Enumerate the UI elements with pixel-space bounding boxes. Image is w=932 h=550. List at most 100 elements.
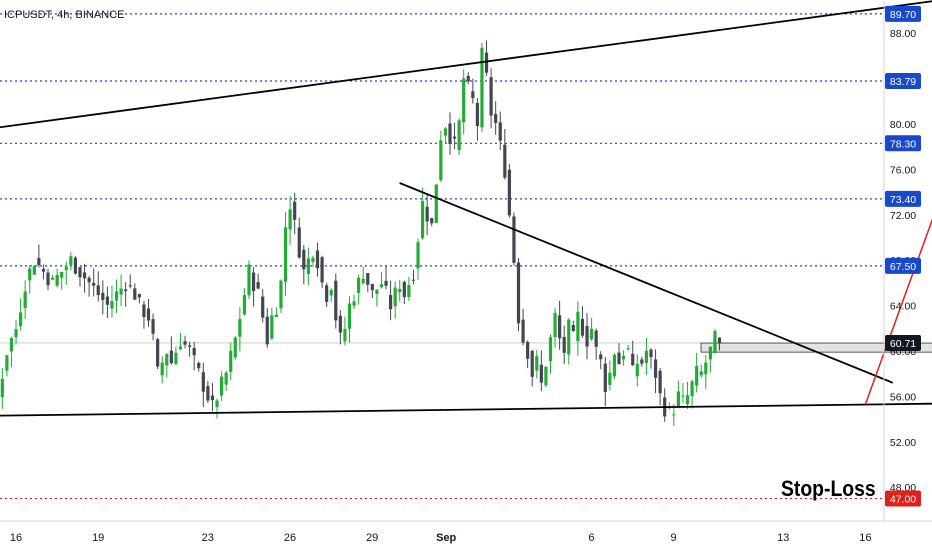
candle-body-165: [658, 370, 662, 394]
candle-body-45: [110, 301, 114, 309]
candle-body-106: [389, 295, 393, 310]
candle-body-111: [411, 279, 416, 281]
candlesticks: [0, 40, 722, 427]
candle-body-95: [338, 315, 342, 333]
candle-body-24: [14, 329, 18, 338]
price-levels: [0, 13, 884, 500]
candle-body-92: [325, 285, 329, 302]
candle-body-137: [530, 350, 534, 377]
candle-body-156: [617, 352, 621, 365]
candle-body-65: [201, 372, 205, 392]
candle-body-143: [558, 315, 562, 339]
candle-body-103: [375, 289, 379, 294]
candle-body-135: [521, 319, 525, 343]
candle-body-62: [188, 345, 192, 347]
candle-body-122: [462, 78, 466, 123]
candle-body-127: [484, 52, 489, 73]
x-tick-label-4: 29: [366, 532, 378, 544]
candle-body-86: [297, 227, 301, 258]
candle-body-119: [448, 123, 452, 144]
candle-body-118: [443, 128, 448, 136]
trendline-upper-channel: [0, 0, 932, 129]
candle-body-55: [156, 339, 160, 367]
candle-body-129: [494, 114, 498, 123]
candle-body-155: [612, 354, 617, 377]
candle-body-146: [571, 325, 575, 331]
level-tag-5-bg: [885, 490, 921, 507]
candle-body-84: [288, 209, 292, 230]
candle-body-21: [0, 378, 4, 398]
candle-body-107: [393, 287, 397, 307]
candle-body-54: [151, 319, 155, 334]
candle-body-82: [279, 280, 283, 309]
candle-body-25: [19, 312, 23, 327]
candle-body-60: [178, 346, 183, 350]
level-tag-5-text: 47.00: [890, 494, 916, 506]
candle-body-73: [238, 319, 242, 337]
candle-body-87: [302, 249, 306, 270]
candle-body-150: [590, 328, 594, 340]
candle-body-89: [311, 257, 315, 262]
level-tag-2-text: 78.30: [890, 138, 916, 150]
y-tick-label-10: 88.00: [890, 28, 916, 40]
y-tick-label-7: 76.00: [890, 164, 916, 176]
candle-body-139: [539, 364, 543, 383]
candle-body-33: [55, 274, 59, 286]
candle-body-164: [653, 359, 658, 378]
candle-body-39: [82, 272, 87, 279]
trendlines: [0, 0, 932, 417]
candle-body-125: [475, 103, 479, 127]
candle-body-145: [567, 319, 571, 355]
candle-body-47: [119, 288, 123, 295]
candle-body-170: [681, 395, 685, 397]
level-tag-4-bg: [885, 257, 921, 274]
candle-body-49: [128, 285, 132, 287]
trendline-descending-resistance: [399, 182, 894, 384]
candle-body-63: [192, 347, 196, 356]
candle-body-56: [160, 362, 164, 376]
level-tag-3-text: 73.40: [890, 194, 916, 206]
y-tick-label-2: 56.00: [890, 391, 916, 403]
candle-body-59: [174, 352, 178, 365]
candle-body-35: [64, 266, 68, 270]
candle-body-110: [407, 285, 411, 298]
candle-body-26: [23, 291, 27, 308]
candle-body-133: [512, 216, 516, 263]
candle-body-171: [685, 395, 690, 405]
candle-body-48: [124, 289, 128, 292]
candle-body-105: [384, 280, 388, 286]
x-tick-label-9: 16: [859, 532, 871, 544]
level-tag-0-bg: [885, 5, 921, 22]
candle-body-138: [535, 356, 539, 371]
candle-body-29: [37, 257, 41, 266]
candle-body-131: [503, 144, 507, 178]
candle-body-169: [676, 391, 680, 407]
candle-body-41: [92, 282, 96, 286]
x-tick-label-3: 26: [284, 532, 296, 544]
candle-body-121: [457, 120, 461, 151]
candle-body-44: [105, 296, 109, 305]
candle-body-31: [46, 272, 50, 286]
x-tick-label-7: 9: [671, 532, 677, 544]
candle-body-178: [717, 337, 722, 344]
candle-body-161: [640, 359, 644, 364]
candle-body-96: [343, 328, 347, 342]
candle-body-22: [5, 355, 9, 371]
candle-body-88: [306, 258, 310, 274]
candle-body-64: [197, 362, 201, 369]
candle-body-71: [229, 350, 233, 373]
candle-body-160: [635, 363, 639, 377]
candle-body-172: [690, 381, 694, 397]
candle-body-74: [242, 295, 247, 315]
candle-body-76: [251, 272, 256, 292]
candle-body-66: [206, 386, 210, 401]
candle-body-100: [361, 278, 365, 284]
candle-body-79: [265, 316, 269, 345]
candle-body-141: [548, 337, 553, 362]
candle-body-97: [347, 303, 352, 329]
candle-body-148: [580, 318, 585, 336]
candle-body-61: [183, 341, 187, 345]
x-tick-label-2: 23: [202, 532, 214, 544]
candle-body-85: [293, 201, 297, 220]
